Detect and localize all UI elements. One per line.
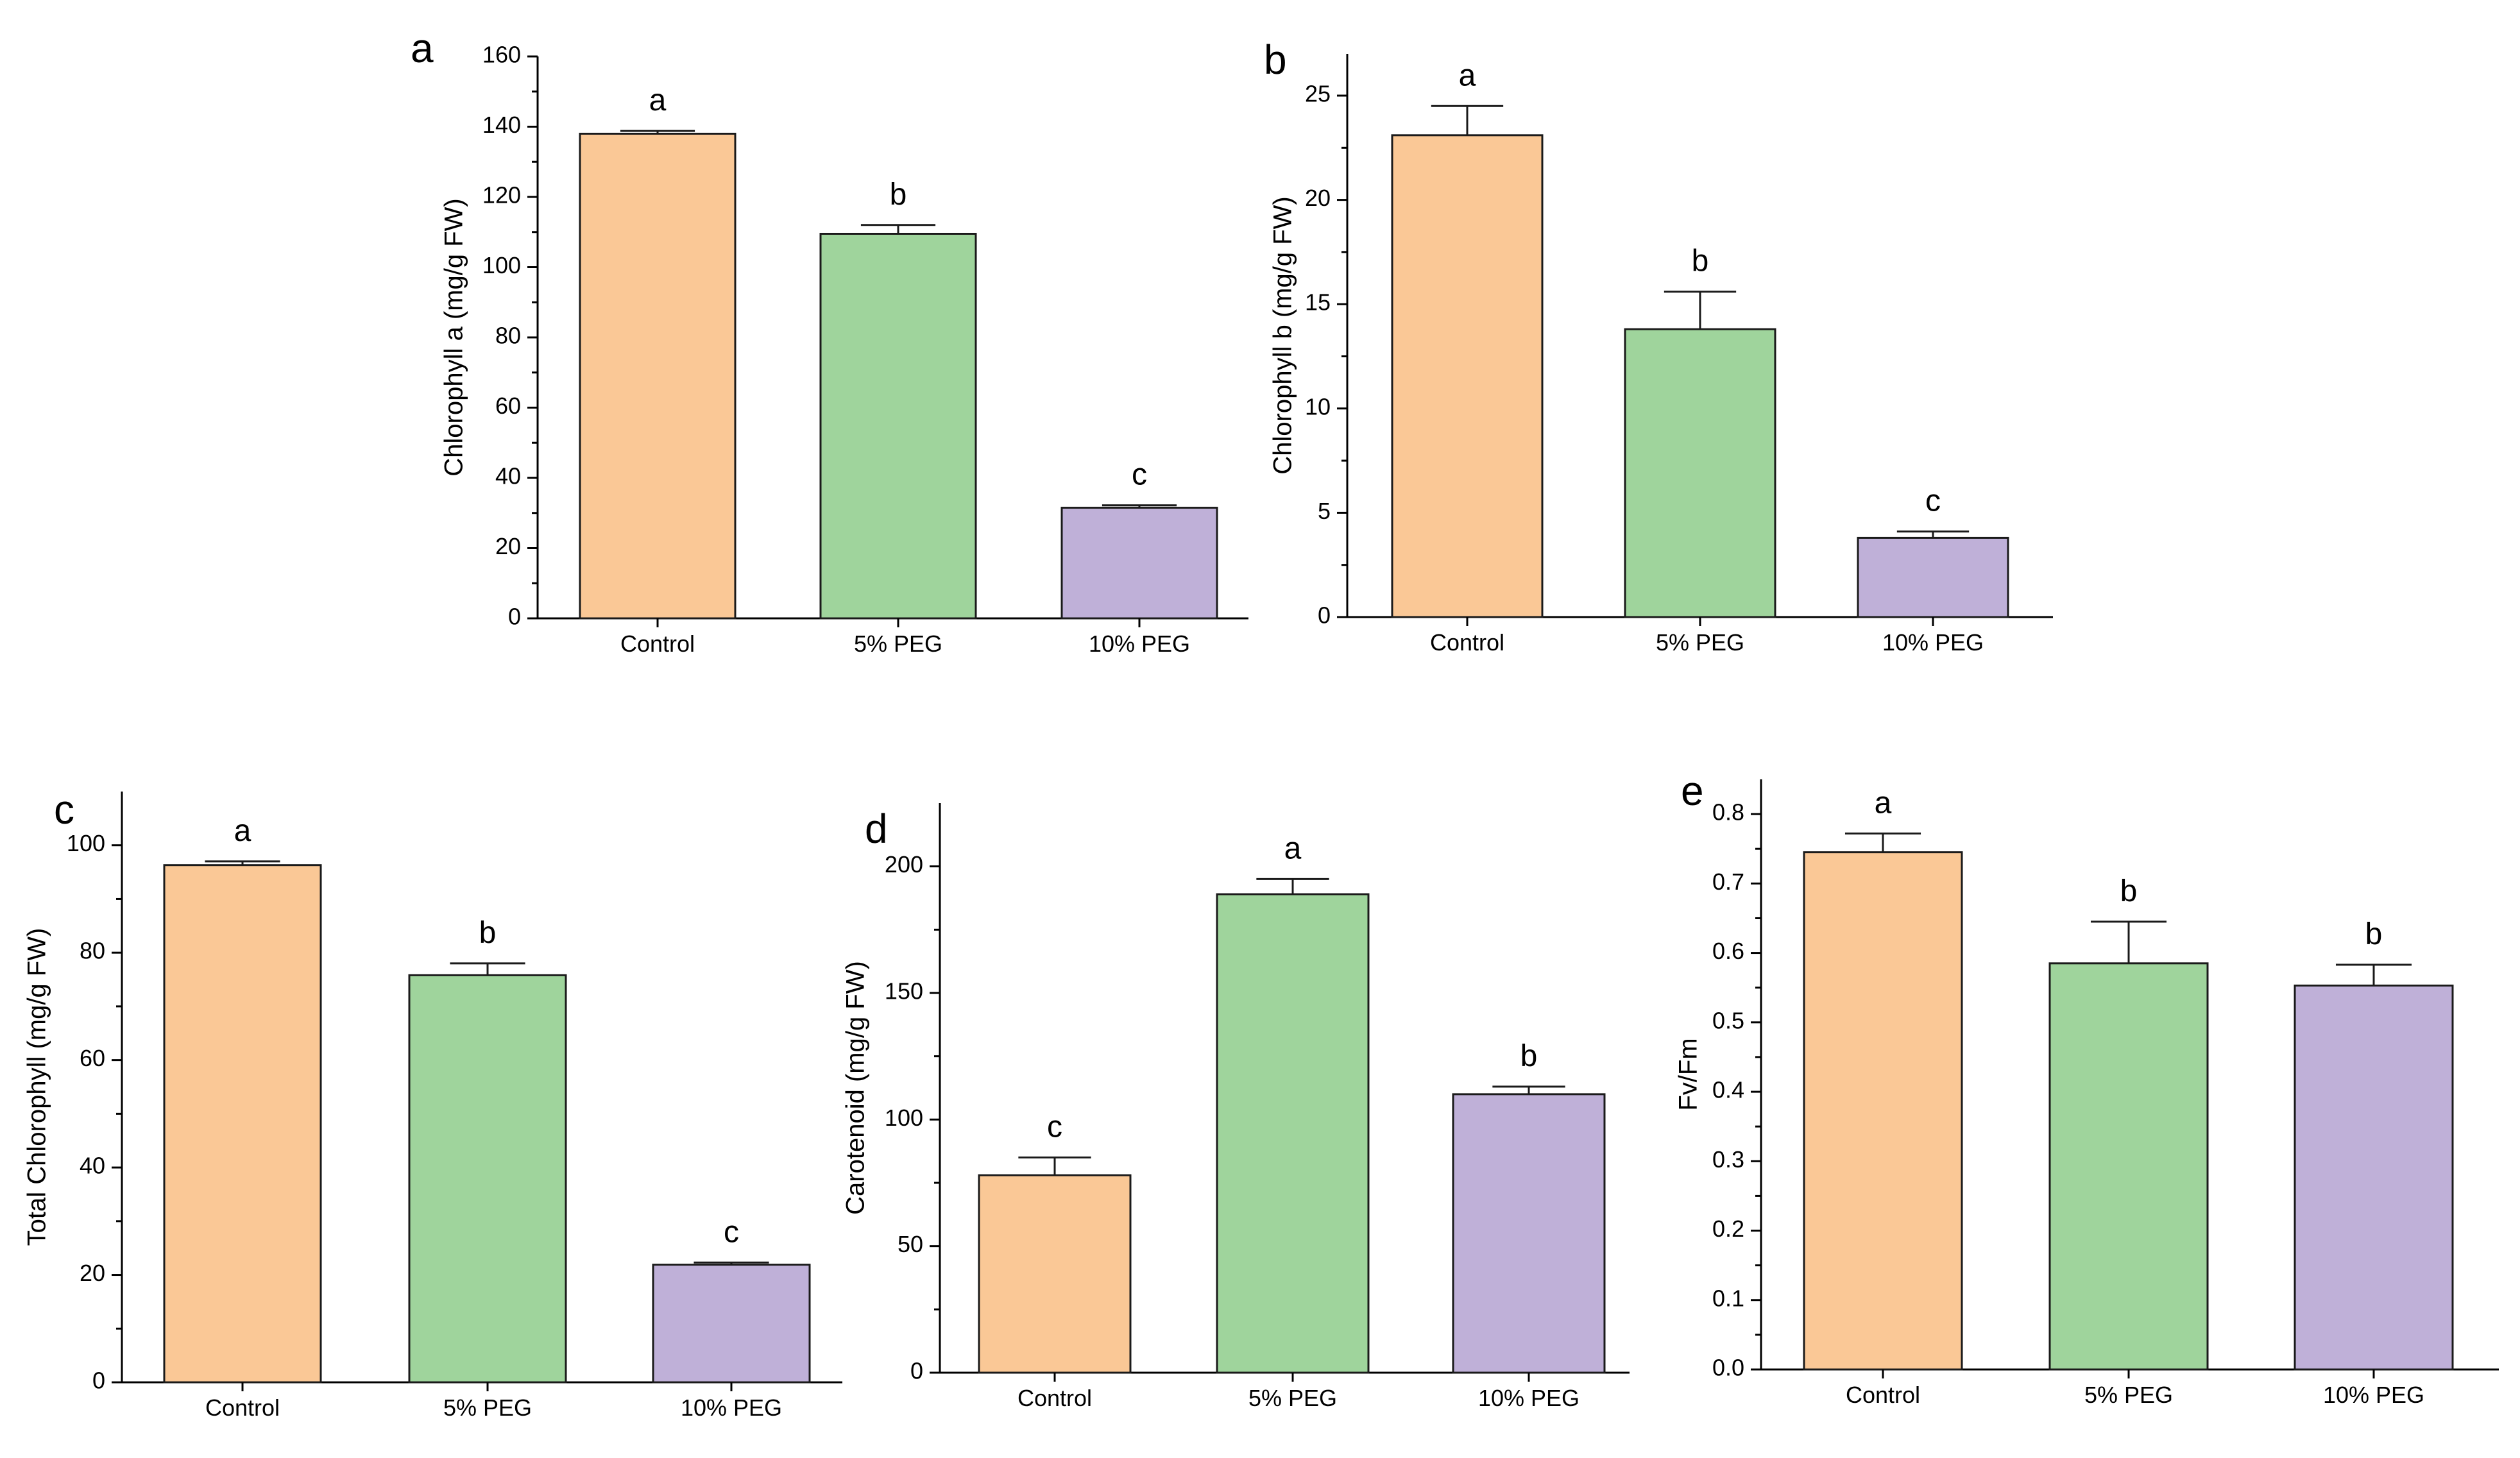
significance-label: b: [890, 178, 907, 212]
y-tick-label: 20: [80, 1260, 105, 1286]
y-tick-label: 80: [80, 938, 105, 964]
y-tick-label: 0.5: [1712, 1007, 1744, 1033]
y-axis-title: Fv/Fm: [1674, 1038, 1703, 1110]
y-axis-title: Chlorophyll a (mg/g FW): [440, 198, 468, 476]
y-tick-label: 0.2: [1712, 1216, 1744, 1242]
y-tick-label: 15: [1305, 289, 1331, 316]
x-tick-label: 5% PEG: [1248, 1385, 1337, 1411]
y-axis-title: Chlorophyll b (mg/g FW): [1269, 196, 1297, 474]
bar-control: [1391, 134, 1544, 618]
panel-b: b 0 5 10 15 20 25 Chlorophyll b (mg/g FW) Contro…: [1264, 37, 2053, 656]
significance-label: a: [1875, 786, 1892, 820]
x-tick-label: Control: [205, 1394, 280, 1421]
x-tick-label: 5% PEG: [854, 631, 942, 657]
y-tick-label: 60: [80, 1045, 105, 1071]
y-tick-label: 0.0: [1712, 1355, 1744, 1381]
bar-5-peg: [2048, 962, 2209, 1371]
y-tick-label: 0.4: [1712, 1077, 1744, 1103]
y-tick-label: 60: [495, 393, 521, 419]
y-tick-label: 200: [885, 851, 923, 877]
significance-label: b: [2365, 917, 2383, 951]
bar-5-peg: [408, 974, 567, 1384]
x-tick-label: 10% PEG: [2323, 1382, 2424, 1408]
significance-label: a: [1284, 831, 1302, 865]
x-tick-label: Control: [1430, 629, 1504, 656]
x-tick-label: 5% PEG: [2084, 1382, 2173, 1408]
bar-10-peg: [2294, 984, 2454, 1371]
y-tick-label: 40: [80, 1153, 105, 1179]
panel-e: e 0.0 0.1 0.2 0.3 0.4 0.5 0.6 0.7 0.8 Fv/Fm Control…: [1674, 768, 2499, 1408]
x-tick-label: 5% PEG: [443, 1394, 532, 1421]
y-tick-label: 100: [67, 830, 105, 856]
y-tick-label: 80: [495, 323, 521, 349]
significance-label: c: [724, 1215, 739, 1249]
panel-a: a 0 20 40 60 80 100 120 140 160 Chlorophyll a (mg/…: [411, 25, 1248, 657]
bar-5-peg: [819, 232, 977, 620]
y-tick-label: 40: [495, 463, 521, 489]
significance-label: b: [1692, 244, 1709, 278]
x-tick-label: 10% PEG: [1089, 631, 1190, 657]
y-tick-label: 0: [508, 604, 521, 630]
bar-10-peg: [1060, 507, 1218, 620]
y-tick-label: 0: [1318, 602, 1331, 629]
y-tick-label: 140: [482, 112, 521, 138]
panel-label: e: [1681, 768, 1704, 814]
y-tick-label: 25: [1305, 81, 1331, 107]
y-tick-label: 150: [885, 978, 923, 1004]
significance-label: a: [1459, 58, 1476, 92]
significance-label: c: [1132, 458, 1147, 492]
bar-5-peg: [1624, 328, 1776, 618]
panel-label: c: [54, 786, 74, 833]
panel-c: c 0 20 40 60 80 100 Total Chlorophyll (mg/g FW)…: [23, 786, 842, 1421]
bar-control: [978, 1174, 1132, 1374]
y-tick-label: 0.6: [1712, 938, 1744, 964]
panel-label: d: [865, 806, 888, 852]
y-tick-label: 0.1: [1712, 1285, 1744, 1311]
x-tick-label: Control: [1017, 1385, 1092, 1411]
panel-label: a: [411, 25, 434, 71]
significance-label: b: [479, 916, 497, 950]
significance-label: b: [2120, 874, 2138, 908]
y-tick-label: 10: [1305, 393, 1331, 420]
y-axis-title: Carotenoid (mg/g FW): [842, 961, 870, 1215]
y-tick-label: 100: [482, 252, 521, 278]
x-tick-label: 10% PEG: [1478, 1385, 1579, 1411]
y-tick-label: 20: [1305, 185, 1331, 211]
significance-label: c: [1047, 1110, 1062, 1144]
x-tick-label: 5% PEG: [1656, 629, 1744, 656]
significance-label: a: [649, 83, 667, 117]
x-tick-label: 10% PEG: [681, 1394, 782, 1421]
y-tick-label: 50: [898, 1231, 923, 1257]
y-tick-label: 0: [92, 1368, 105, 1394]
y-axis-title: Total Chlorophyll (mg/g FW): [23, 928, 51, 1246]
bar-control: [163, 864, 322, 1384]
significance-label: c: [1925, 484, 1941, 518]
x-tick-label: 10% PEG: [1882, 629, 1984, 656]
bar-10-peg: [652, 1264, 811, 1384]
y-tick-label: 120: [482, 182, 521, 208]
bar-10-peg: [1857, 536, 2009, 618]
bar-control: [1803, 851, 1963, 1371]
y-tick-label: 160: [482, 42, 521, 68]
bar-control: [579, 132, 736, 620]
panel-d: d 0 50 100 150 200 Carotenoid (mg/g FW) Control…: [842, 803, 1630, 1411]
bar-10-peg: [1452, 1093, 1606, 1374]
y-tick-label: 0.7: [1712, 869, 1744, 895]
significance-label: a: [234, 814, 251, 848]
y-tick-label: 0.3: [1712, 1146, 1744, 1173]
x-tick-label: Control: [620, 631, 695, 657]
y-tick-label: 5: [1318, 498, 1331, 524]
y-tick-label: 0.8: [1712, 799, 1744, 826]
y-tick-label: 0: [910, 1358, 923, 1384]
significance-label: b: [1520, 1039, 1538, 1073]
y-tick-label: 100: [885, 1105, 923, 1131]
panel-label: b: [1264, 37, 1287, 83]
bar-5-peg: [1216, 893, 1370, 1374]
y-tick-label: 20: [495, 533, 521, 559]
x-tick-label: Control: [1846, 1382, 1920, 1408]
